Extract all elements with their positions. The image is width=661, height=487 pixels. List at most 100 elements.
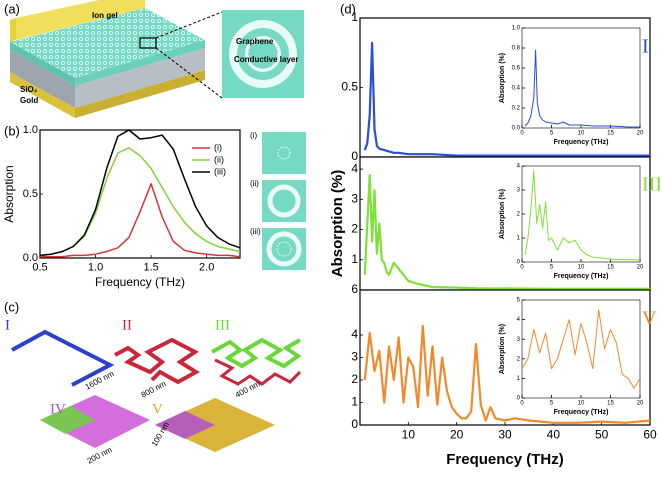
layer-label: Gold bbox=[20, 96, 38, 105]
curve-order: I bbox=[5, 317, 10, 333]
y-tick-label: 3 bbox=[517, 188, 521, 194]
y-tick-label: 0.2 bbox=[512, 106, 521, 112]
x-tick-label: 1.0 bbox=[88, 261, 103, 273]
inset-label: (iii) bbox=[250, 227, 261, 236]
y-tick-label: 1.0 bbox=[512, 26, 521, 32]
x-tick-label: 0 bbox=[520, 401, 524, 407]
panel-label: (c) bbox=[4, 299, 19, 314]
y-tick-label: 2 bbox=[351, 222, 358, 236]
plot-frame bbox=[521, 165, 641, 263]
layer-label: Graphene bbox=[236, 37, 274, 46]
y-tick-label: 4 bbox=[351, 161, 358, 175]
y-tick-label: 1 bbox=[351, 252, 358, 266]
y-tick-label: 2 bbox=[351, 372, 358, 386]
device-schematic bbox=[10, 0, 304, 118]
x-tick-label: 15 bbox=[607, 265, 614, 271]
inset-annotation: III bbox=[642, 174, 661, 196]
y-axis-label: Absorption (%) bbox=[499, 53, 506, 103]
y-tick-label: 0 bbox=[351, 149, 358, 163]
data-line bbox=[521, 309, 641, 389]
plot-frame bbox=[521, 299, 641, 399]
scale-label: 200 nm bbox=[86, 445, 114, 466]
x-tick-label: 10 bbox=[578, 131, 585, 137]
ring-insets bbox=[262, 132, 306, 270]
x-tick-label: 10 bbox=[578, 401, 585, 407]
x-tick-label: 1.5 bbox=[143, 261, 158, 273]
x-tick-label: 15 bbox=[607, 131, 614, 137]
layer-label: SiO₂ bbox=[20, 85, 38, 94]
data-line bbox=[363, 324, 651, 424]
y-tick-label: 2 bbox=[517, 212, 521, 218]
y-tick-label: 0.0 bbox=[512, 126, 521, 132]
x-tick-label: 5 bbox=[550, 401, 554, 407]
legend-label: (iii) bbox=[214, 166, 226, 176]
panel-label: (d) bbox=[340, 1, 356, 16]
y-tick-label: 1 bbox=[351, 10, 358, 24]
y-tick-label: 1 bbox=[351, 395, 358, 409]
x-axis-label: Frequency (THz) bbox=[95, 275, 185, 289]
data-line bbox=[524, 170, 641, 261]
inset-annotation: I bbox=[642, 36, 649, 58]
x-tick-label: 50 bbox=[595, 427, 609, 441]
inset-label: (ii) bbox=[250, 179, 259, 188]
scale-label: 100 nm bbox=[150, 420, 171, 448]
x-tick-label: 40 bbox=[547, 427, 561, 441]
y-axis-label: Absorption (%) bbox=[329, 170, 346, 277]
inset-label: (i) bbox=[250, 131, 257, 140]
y-tick-label: 0.6 bbox=[512, 66, 521, 72]
y-tick-label: 3 bbox=[351, 191, 358, 205]
x-tick-label: 60 bbox=[643, 427, 657, 441]
y-tick-label: 1 bbox=[517, 236, 521, 242]
x-tick-label: 5 bbox=[550, 265, 554, 271]
y-tick-label: 0 bbox=[351, 417, 358, 431]
y-tick-label: 4 bbox=[517, 164, 521, 170]
y-tick-label: 1 bbox=[517, 376, 521, 382]
y-tick-label: 0 bbox=[517, 396, 521, 402]
y-tick-label: 0.5 bbox=[341, 80, 358, 94]
y-tick-label: 0.0 bbox=[23, 252, 38, 264]
y-tick-label: 4 bbox=[517, 317, 521, 323]
x-tick-label: 20 bbox=[637, 131, 644, 137]
curve-order: III bbox=[215, 317, 230, 333]
y-tick-label: 5 bbox=[517, 298, 521, 304]
curve-order: II bbox=[122, 317, 132, 333]
y-tick-label: 4 bbox=[351, 327, 358, 341]
y-axis-label: Absorption (%) bbox=[499, 189, 506, 239]
x-tick-label: 5 bbox=[550, 131, 554, 137]
x-axis-label: Frequency (THz) bbox=[554, 139, 609, 146]
x-tick-label: 2.0 bbox=[199, 261, 214, 273]
data-line bbox=[363, 174, 650, 290]
x-axis-label: Frequency (THz) bbox=[446, 451, 564, 468]
data-line bbox=[363, 41, 650, 157]
y-tick-label: 0.8 bbox=[512, 46, 521, 52]
legend-label: (ii) bbox=[214, 154, 224, 164]
scale-label: 400 nm bbox=[234, 379, 262, 400]
data-line bbox=[40, 183, 241, 258]
x-tick-label: 20 bbox=[637, 265, 644, 271]
x-axis-label: Frequency (THz) bbox=[554, 409, 609, 416]
legend-label: (i) bbox=[214, 142, 222, 152]
y-tick-label: 3 bbox=[517, 337, 521, 343]
x-tick-label: 20 bbox=[450, 427, 464, 441]
y-tick-label: 6 bbox=[351, 282, 358, 296]
x-axis-label: Frequency (THz) bbox=[554, 273, 609, 280]
curve-order: IV bbox=[50, 401, 66, 417]
y-tick-label: 3 bbox=[351, 350, 358, 364]
y-tick-label: 1.0 bbox=[23, 124, 38, 136]
x-tick-label: 0 bbox=[520, 265, 524, 271]
y-tick-label: 0.5 bbox=[23, 188, 38, 200]
y-tick-label: 0.4 bbox=[512, 86, 521, 92]
layer-label: Ion gel bbox=[92, 11, 118, 20]
y-axis-label: Absorption bbox=[2, 165, 16, 222]
y-tick-label: 0 bbox=[517, 260, 521, 266]
y-tick-label: 2 bbox=[517, 356, 521, 362]
panel-label: (b) bbox=[4, 123, 20, 138]
plot-frame bbox=[39, 129, 241, 259]
x-tick-label: 30 bbox=[498, 427, 512, 441]
inset-annotation: V bbox=[642, 308, 657, 330]
x-tick-label: 10 bbox=[402, 427, 416, 441]
x-tick-label: 20 bbox=[637, 401, 644, 407]
y-axis-label: Absorption (%) bbox=[499, 324, 506, 374]
